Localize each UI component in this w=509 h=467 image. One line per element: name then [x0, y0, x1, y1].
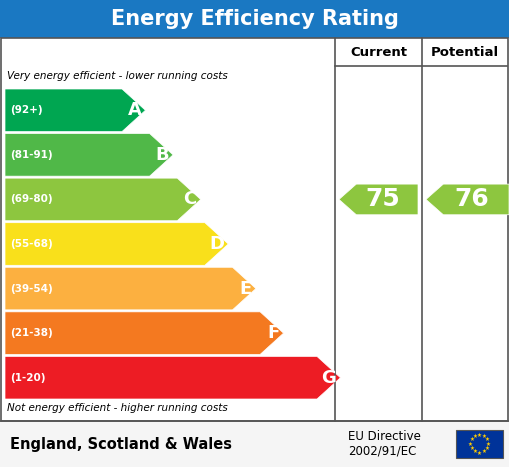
- Text: A: A: [128, 101, 142, 119]
- Polygon shape: [5, 223, 229, 265]
- Bar: [456, 430, 503, 458]
- Text: ★: ★: [486, 441, 491, 446]
- Text: G: G: [322, 369, 336, 387]
- Text: ★: ★: [485, 446, 490, 451]
- Polygon shape: [339, 184, 418, 215]
- Polygon shape: [5, 356, 341, 399]
- Text: ★: ★: [482, 434, 487, 439]
- Polygon shape: [5, 89, 146, 132]
- Bar: [0, 421, 509, 467]
- Text: England, Scotland & Wales: England, Scotland & Wales: [10, 437, 232, 452]
- Polygon shape: [5, 134, 173, 176]
- Text: 2002/91/EC: 2002/91/EC: [348, 445, 416, 458]
- Text: (92+): (92+): [10, 105, 43, 115]
- Text: ★: ★: [468, 441, 473, 446]
- Text: C: C: [183, 191, 196, 208]
- Text: Current: Current: [350, 45, 407, 58]
- Text: D: D: [209, 235, 224, 253]
- Text: (55-68): (55-68): [10, 239, 53, 249]
- Text: ★: ★: [469, 437, 474, 442]
- Text: (39-54): (39-54): [10, 283, 53, 294]
- Text: (21-38): (21-38): [10, 328, 53, 338]
- Bar: [1, 38, 508, 421]
- Text: Very energy efficient - lower running costs: Very energy efficient - lower running co…: [7, 71, 228, 81]
- Text: Energy Efficiency Rating: Energy Efficiency Rating: [110, 9, 399, 29]
- Polygon shape: [5, 178, 201, 221]
- Text: (69-80): (69-80): [10, 194, 52, 205]
- Text: E: E: [240, 280, 252, 297]
- Polygon shape: [5, 267, 256, 310]
- Text: EU Directive: EU Directive: [348, 431, 421, 444]
- Text: B: B: [155, 146, 169, 164]
- Text: 75: 75: [365, 187, 400, 212]
- Text: ★: ★: [477, 451, 482, 455]
- Text: ★: ★: [482, 449, 487, 454]
- Polygon shape: [5, 312, 284, 354]
- Text: Potential: Potential: [431, 45, 498, 58]
- Text: (1-20): (1-20): [10, 373, 45, 383]
- Text: ★: ★: [472, 449, 477, 454]
- Polygon shape: [426, 184, 509, 215]
- Text: Not energy efficient - higher running costs: Not energy efficient - higher running co…: [7, 403, 228, 413]
- Text: 76: 76: [454, 187, 489, 212]
- Text: (81-91): (81-91): [10, 150, 52, 160]
- Text: ★: ★: [485, 437, 490, 442]
- Text: F: F: [267, 324, 279, 342]
- Bar: [0, 0, 509, 38]
- Text: ★: ★: [477, 432, 482, 438]
- Text: ★: ★: [469, 446, 474, 451]
- Text: ★: ★: [472, 434, 477, 439]
